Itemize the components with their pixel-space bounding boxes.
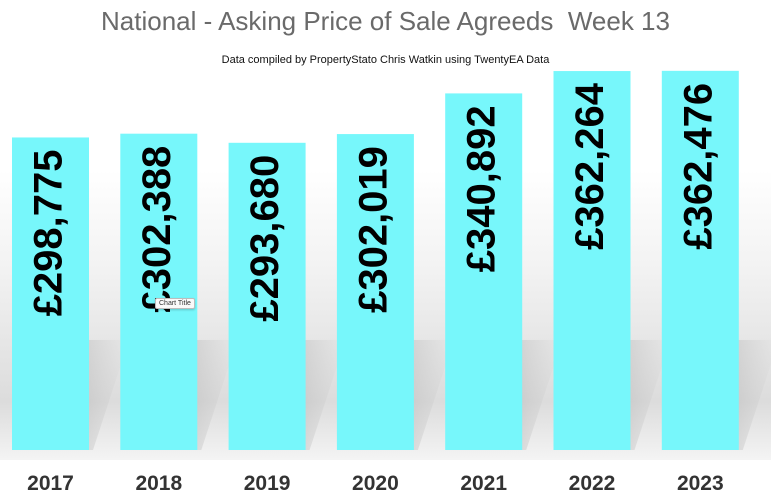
bar-2022 [553, 71, 631, 450]
data-labels: £298,775 £302,388 £293,680 £302,019 £340,892… [27, 82, 721, 321]
chart-subtitle: Data compiled by PropertyStato Chris Wat… [221, 54, 550, 66]
x-tick-2019: 2019 [244, 472, 291, 495]
x-tick-2017: 2017 [27, 472, 74, 495]
data-label-2021: £340,892 [460, 105, 504, 272]
data-label-2018: £302,388 [135, 146, 179, 313]
x-tick-2021: 2021 [460, 472, 507, 495]
x-tick-2020: 2020 [352, 472, 399, 495]
bar-2021 [445, 93, 523, 450]
data-label-2022: £362,264 [568, 82, 612, 250]
chart-title: National - Asking Price of Sale Agreeds … [101, 6, 670, 36]
bar-2019 [228, 142, 306, 450]
x-tick-2022: 2022 [569, 472, 616, 495]
bars [12, 70, 739, 451]
data-label-2019: £293,680 [243, 155, 287, 322]
bar-2020 [336, 134, 414, 450]
x-tick-2018: 2018 [135, 472, 182, 495]
chart-title-tooltip: Chart Title [155, 298, 195, 309]
data-label-2017: £298,775 [27, 149, 71, 316]
data-label-2023: £362,476 [676, 83, 720, 250]
bar-2017 [12, 137, 89, 450]
x-tick-2023: 2023 [677, 472, 724, 495]
data-label-2020: £302,019 [351, 146, 395, 313]
bar-2023 [661, 70, 739, 450]
x-tick-labels: 2017 2018 2019 2020 2021 2022 2023 [27, 472, 724, 495]
bar-2018 [120, 133, 198, 451]
